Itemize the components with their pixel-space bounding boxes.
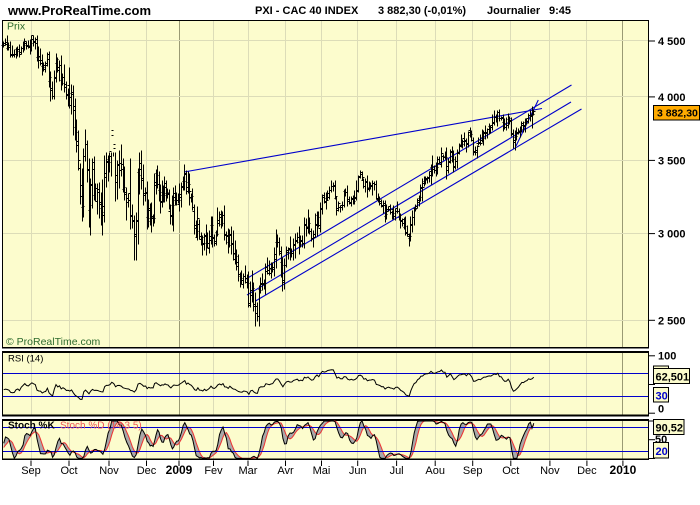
svg-text:Dec: Dec bbox=[577, 465, 597, 477]
svg-text:4 500: 4 500 bbox=[658, 36, 686, 48]
svg-text:Sep: Sep bbox=[21, 465, 41, 477]
svg-text:30: 30 bbox=[656, 391, 668, 403]
svg-text:www.ProRealTime.com: www.ProRealTime.com bbox=[7, 3, 151, 18]
svg-text:Fev: Fev bbox=[204, 465, 223, 477]
svg-text:Mai: Mai bbox=[313, 465, 331, 477]
svg-text:Oct: Oct bbox=[60, 465, 77, 477]
svg-text:Dec: Dec bbox=[137, 465, 157, 477]
svg-text:0: 0 bbox=[658, 404, 664, 416]
svg-text:Prix: Prix bbox=[7, 21, 26, 33]
svg-text:2010: 2010 bbox=[610, 463, 637, 477]
svg-text:20: 20 bbox=[656, 446, 668, 458]
svg-text:3 882,30 (-0,01%): 3 882,30 (-0,01%) bbox=[378, 5, 466, 17]
svg-text:Avr: Avr bbox=[277, 465, 294, 477]
svg-text:Aou: Aou bbox=[425, 465, 445, 477]
svg-text:Nov: Nov bbox=[99, 465, 119, 477]
svg-text:RSI (14): RSI (14) bbox=[8, 354, 43, 365]
svg-text:2 500: 2 500 bbox=[658, 315, 686, 327]
svg-text:Oct: Oct bbox=[502, 465, 519, 477]
svg-text:PXI - CAC 40 INDEX: PXI - CAC 40 INDEX bbox=[255, 5, 359, 17]
svg-text:100: 100 bbox=[658, 351, 676, 363]
svg-text:Stoch %D (14 3 5): Stoch %D (14 3 5) bbox=[60, 421, 142, 432]
svg-text:Mar: Mar bbox=[239, 465, 258, 477]
svg-text:Nov: Nov bbox=[540, 465, 560, 477]
svg-text:Jun: Jun bbox=[349, 465, 367, 477]
svg-text:9:45: 9:45 bbox=[549, 5, 571, 17]
svg-text:Sep: Sep bbox=[463, 465, 483, 477]
svg-text:Jul: Jul bbox=[390, 465, 404, 477]
svg-text:2009: 2009 bbox=[166, 463, 193, 477]
svg-text:62,501: 62,501 bbox=[656, 372, 690, 384]
svg-text:90,52: 90,52 bbox=[656, 423, 684, 435]
svg-text:3 882,30: 3 882,30 bbox=[657, 108, 698, 120]
svg-text:Stoch %K: Stoch %K bbox=[8, 421, 55, 432]
svg-text:© ProRealTime.com: © ProRealTime.com bbox=[6, 336, 101, 348]
svg-text:3 000: 3 000 bbox=[658, 229, 686, 241]
svg-text:3 500: 3 500 bbox=[658, 155, 686, 167]
svg-text:4 000: 4 000 bbox=[658, 92, 686, 104]
svg-text:Journalier: Journalier bbox=[487, 5, 541, 17]
